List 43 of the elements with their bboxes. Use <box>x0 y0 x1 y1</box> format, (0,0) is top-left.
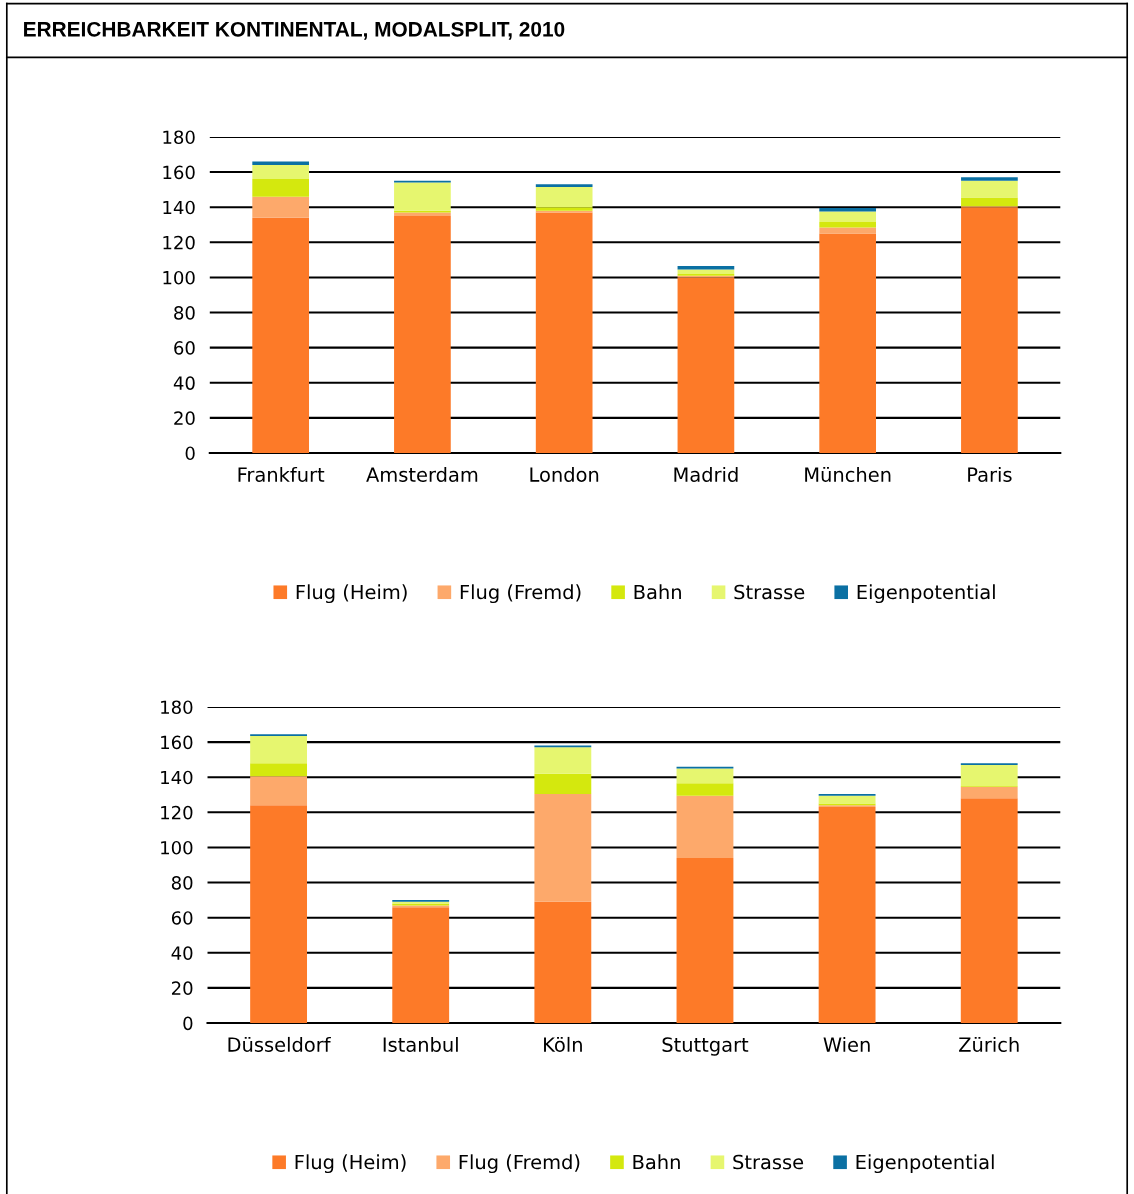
y-tick-label: 140 <box>163 200 195 215</box>
legend-label: Strasse <box>734 584 805 600</box>
x-tick-label: Paris <box>968 466 1012 482</box>
y-tick-label: 20 <box>174 411 195 425</box>
y-tick-label: 140 <box>161 770 193 785</box>
y-tick-label: 60 <box>171 911 193 925</box>
legend-label: Bahn <box>633 1154 680 1170</box>
legend-label: Bahn <box>634 584 681 600</box>
y-tick-label: 100 <box>163 270 195 285</box>
x-tick-label: London <box>530 466 599 482</box>
x-tick-label: Madrid <box>674 466 738 482</box>
legend-label: Eigenpotential <box>857 584 995 604</box>
y-tick-label: 0 <box>183 1016 193 1031</box>
x-tick-label: Köln <box>544 1036 582 1052</box>
y-tick-label: 80 <box>171 876 193 890</box>
y-tick-label: 160 <box>163 165 195 180</box>
legend-label: Flug (Fremd) <box>460 584 581 604</box>
x-tick-label: Istanbul <box>383 1036 458 1052</box>
y-tick-label: 120 <box>161 805 193 820</box>
legend-label: Flug (Heim) <box>295 1154 406 1174</box>
x-tick-label: Amsterdam <box>366 466 478 482</box>
y-tick-label: 120 <box>163 235 195 250</box>
legend-label: Eigenpotential <box>856 1154 994 1174</box>
y-tick-label: 60 <box>174 341 195 355</box>
legend-label: Flug (Heim) <box>296 584 407 604</box>
x-tick-label: Wien <box>823 1036 870 1052</box>
x-tick-label: Zürich <box>959 1036 1019 1052</box>
y-tick-label: 100 <box>161 840 193 855</box>
y-tick-label: 160 <box>161 735 193 750</box>
y-tick-label: 80 <box>174 306 195 320</box>
legend-label: Flug (Fremd) <box>459 1154 580 1174</box>
chart-title: ERREICHBARKEIT KONTINENTAL, MODALSPLIT, 2010 <box>24 21 565 40</box>
y-tick-label: 40 <box>173 376 195 390</box>
x-tick-label: Düsseldorf <box>228 1036 331 1052</box>
y-tick-label: 20 <box>171 981 193 996</box>
legend-label: Strasse <box>733 1154 804 1170</box>
x-tick-label: Frankfurt <box>238 466 325 482</box>
y-tick-label: 40 <box>171 946 193 960</box>
y-tick-label: 0 <box>185 446 195 461</box>
y-tick-label: 180 <box>161 700 193 715</box>
y-tick-label: 180 <box>163 130 195 145</box>
x-tick-label: Stuttgart <box>662 1037 749 1056</box>
x-tick-label: München <box>805 466 891 482</box>
